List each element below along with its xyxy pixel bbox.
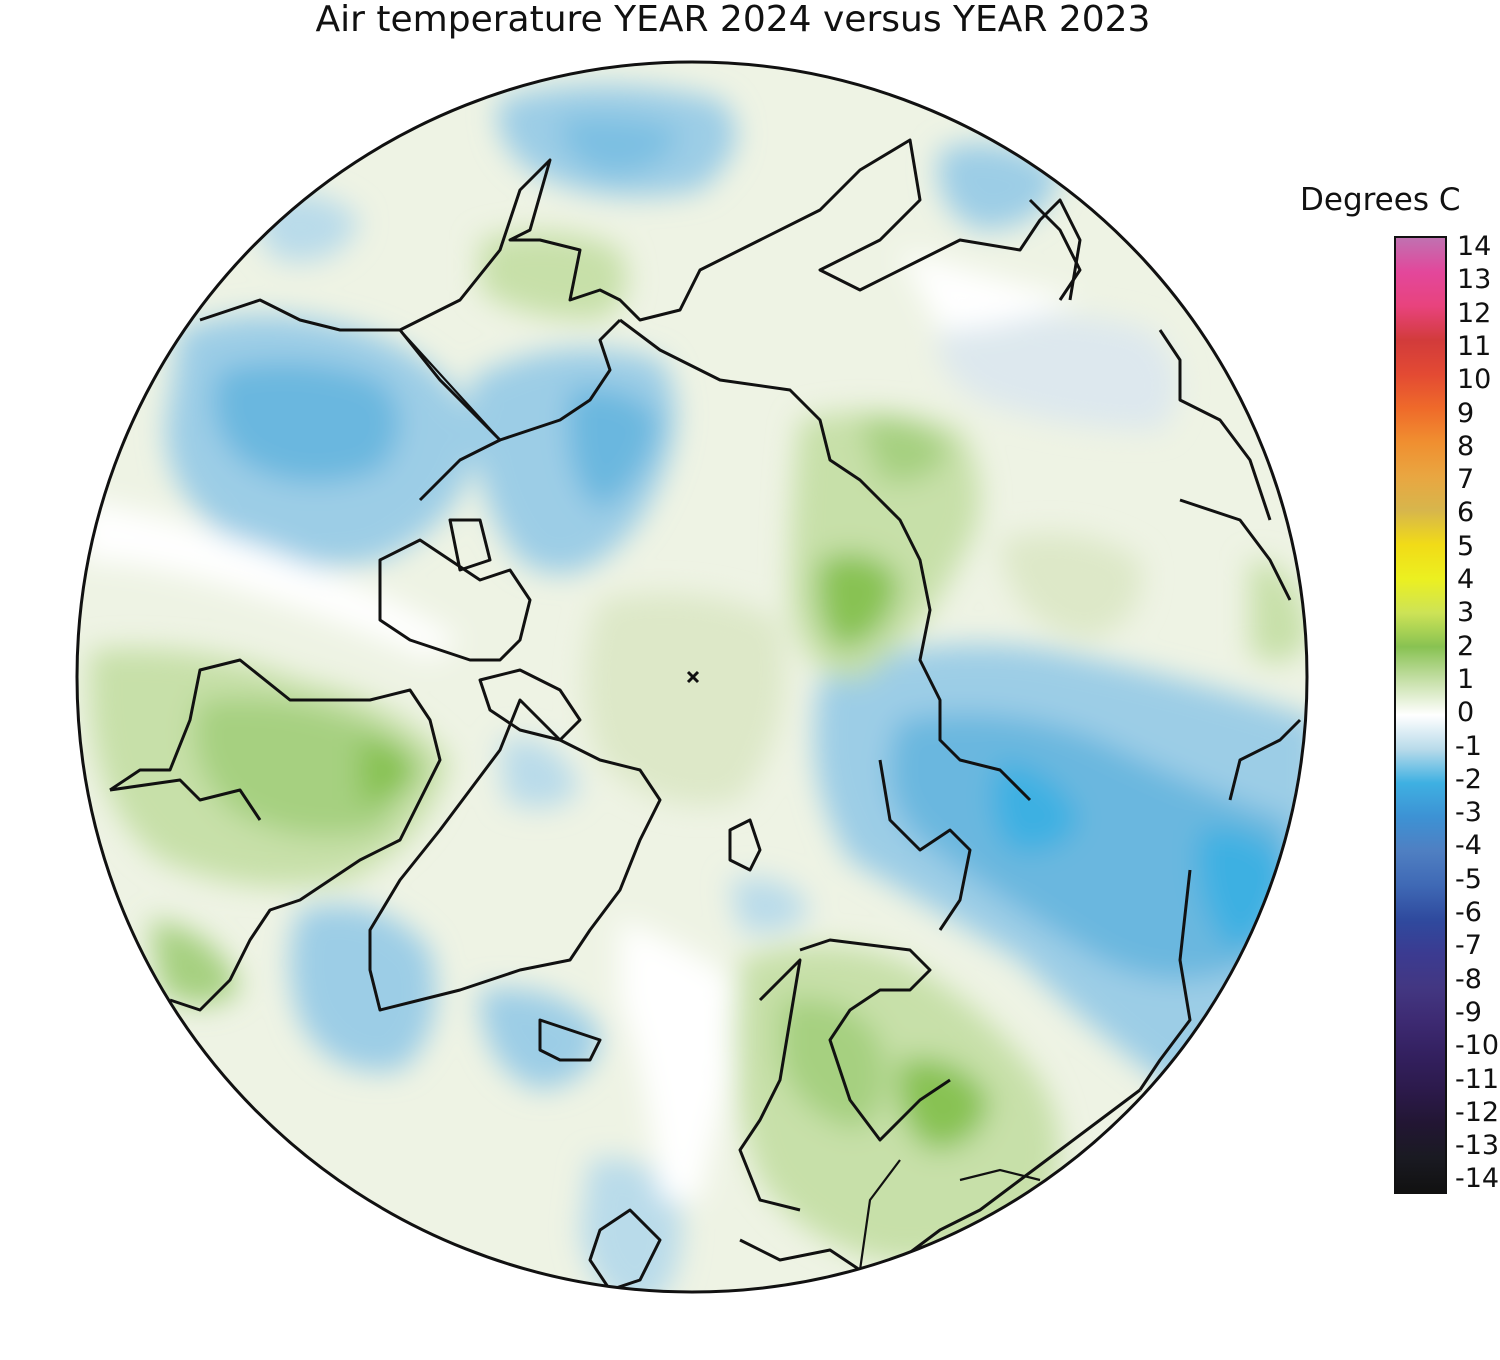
colorbar-tick-label: -11 — [1455, 1063, 1500, 1095]
map-title: Air temperature YEAR 2024 versus YEAR 20… — [315, 0, 1151, 40]
map-boundary — [75, 60, 1309, 1294]
coastline-canada — [109, 658, 442, 1012]
colorbar-tick-label: -10 — [1455, 1030, 1500, 1062]
colorbar-tick-label: 3 — [1457, 597, 1475, 629]
colorbar-tick-label: -3 — [1455, 797, 1482, 829]
coastline-scandinavia — [799, 938, 951, 1142]
colorbar-tick-label: 7 — [1457, 464, 1475, 496]
colorbar-tick-label: 0 — [1457, 697, 1475, 729]
colorbar-tick-label: 5 — [1457, 530, 1475, 562]
colorbar-tick-label: 9 — [1457, 397, 1475, 429]
coastline-ob-gulf — [878, 759, 972, 931]
colorbar-tick-labels: 14 13 12 11 10 9 8 7 6 5 4 3 2 1 0 -1 -2 -3 -4 -5 -6 -7 -8 -9 -1… — [1455, 0, 1500, 1360]
colorbar-tick-label: -2 — [1455, 763, 1482, 795]
colorbar-tick-label: -5 — [1455, 863, 1482, 895]
colorbar-tick-label: 14 — [1457, 231, 1492, 262]
colorbar-tick-label: 13 — [1457, 264, 1492, 296]
colorbar-tick-label: -14 — [1455, 1163, 1500, 1195]
colorbar-tick-label: -6 — [1455, 897, 1482, 928]
coastlines — [109, 138, 1302, 1292]
legend-title: Degrees C — [1300, 182, 1461, 218]
coastline-arctic-islands — [378, 538, 532, 662]
north-pole-marker — [686, 670, 700, 684]
coastline-europe — [739, 1088, 1141, 1272]
coastline-bering — [499, 318, 622, 442]
colorbar-tick-label: -8 — [1455, 963, 1482, 995]
colorbar-tick-label: 11 — [1457, 330, 1492, 362]
cold-anomaly-atlantic — [290, 905, 436, 1072]
colorbar-tick-label: -7 — [1455, 930, 1482, 962]
borders — [399, 329, 1041, 1271]
coastline-kamchatka — [1028, 198, 1082, 301]
colorbar-tick-label: -13 — [1455, 1130, 1500, 1162]
colorbar-tick-label: 12 — [1457, 297, 1492, 329]
colorbar-tick-label: -4 — [1455, 830, 1482, 862]
colorbar-tick-label: 1 — [1457, 663, 1475, 695]
coastline-iceland — [538, 1018, 602, 1062]
colorbar-tick-label: -12 — [1455, 1096, 1500, 1128]
coastline-alaska — [199, 298, 502, 502]
coastline-greenland — [368, 698, 662, 1012]
colorbar-tick-label: -9 — [1455, 996, 1482, 1028]
colorbar-tick-label: 2 — [1457, 630, 1475, 662]
coastline-russia-east — [399, 138, 1082, 332]
colorbar-tick-label: 4 — [1457, 564, 1475, 595]
colorbar — [1394, 236, 1447, 1194]
coastline-siberia-north — [619, 318, 1032, 802]
colorbar-tick-label: 6 — [1457, 497, 1475, 529]
colorbar-tick-label: 10 — [1457, 364, 1492, 396]
colorbar-tick-label: -1 — [1455, 730, 1482, 762]
coastline-novaya-zemlya — [728, 818, 762, 872]
colorbar-tick-label: 8 — [1457, 430, 1475, 462]
